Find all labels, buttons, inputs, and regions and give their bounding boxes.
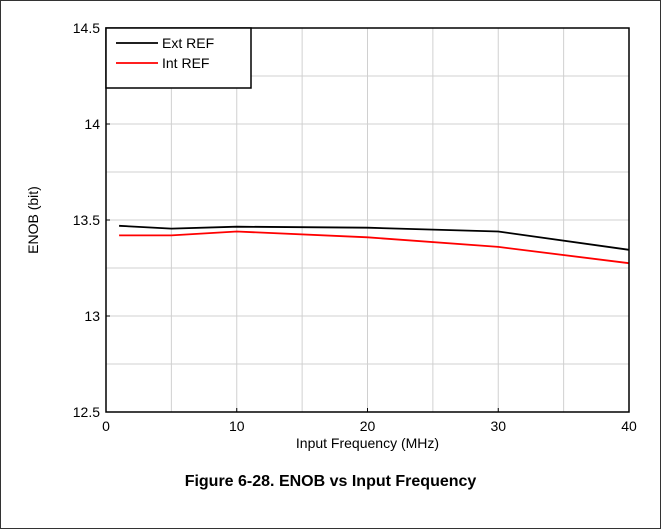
x-tick-label: 40 bbox=[621, 418, 637, 434]
y-tick-label: 13 bbox=[84, 308, 100, 324]
legend-label: Int REF bbox=[162, 55, 209, 71]
y-axis-title: ENOB (bit) bbox=[25, 186, 41, 254]
x-tick-label: 20 bbox=[360, 418, 376, 434]
y-tick-label: 14.5 bbox=[73, 20, 100, 36]
legend: Ext REF Int REF bbox=[105, 27, 252, 89]
y-tick-label: 12.5 bbox=[73, 404, 100, 420]
chart: 0 10 20 30 40 12.5 13 13.5 14 14.5 Input Frequenc… bbox=[25, 20, 637, 451]
legend-label: Ext REF bbox=[162, 35, 214, 51]
figure-caption: Figure 6-28. ENOB vs Input Frequency bbox=[184, 473, 477, 490]
x-axis-title: Input Frequency (MHz) bbox=[296, 435, 439, 451]
y-tick-label: 13.5 bbox=[73, 212, 100, 228]
series-line-ext-ref bbox=[119, 224, 630, 251]
x-tick-label: 30 bbox=[490, 418, 506, 434]
series-lines bbox=[119, 224, 630, 265]
axis-ticks: 0 10 20 30 40 12.5 13 13.5 14 14.5 bbox=[73, 20, 637, 434]
x-tick-label: 10 bbox=[229, 418, 245, 434]
y-tick-label: 14 bbox=[84, 116, 100, 132]
series-line-int-ref bbox=[119, 230, 630, 265]
x-tick-label: 0 bbox=[102, 418, 110, 434]
legend-box bbox=[105, 27, 252, 89]
